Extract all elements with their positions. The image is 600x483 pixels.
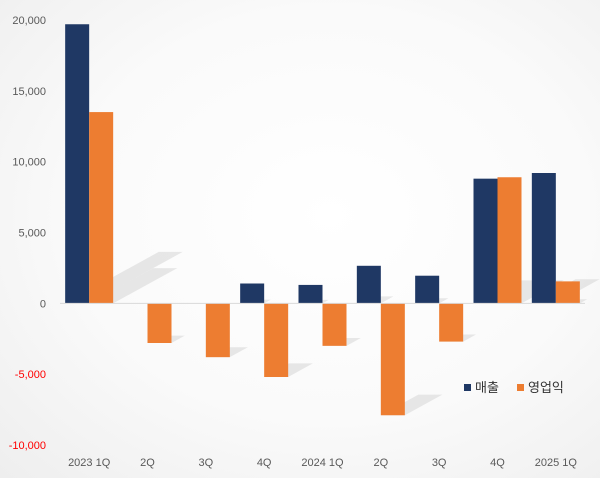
y-tick-label: -10,000 bbox=[9, 440, 46, 452]
bar-operating-profit bbox=[264, 303, 289, 377]
bar-operating-profit bbox=[322, 303, 347, 346]
bar-operating-profit bbox=[439, 303, 464, 342]
x-tick-label: 3Q bbox=[432, 457, 447, 469]
legend-label-operating-profit: 영업익 bbox=[528, 380, 564, 395]
y-tick-label: 15,000 bbox=[12, 86, 46, 98]
x-tick-label: 3Q bbox=[198, 457, 213, 469]
x-axis-ticks: 2023 1Q 2Q 3Q 4Q 2024 1Q 2Q 3Q 4Q 2025 1Q bbox=[68, 457, 577, 469]
bar-operating-profit bbox=[555, 281, 580, 304]
bar-operating-profit bbox=[205, 303, 230, 358]
x-tick-label: 2024 1Q bbox=[301, 457, 344, 469]
legend: 매출 영업익 bbox=[464, 380, 564, 395]
bar-operating-profit bbox=[147, 303, 172, 343]
x-tick-label: 4Q bbox=[490, 457, 505, 469]
y-tick-label: 20,000 bbox=[12, 15, 46, 27]
bar-operating-profit bbox=[380, 303, 405, 416]
bar-sales bbox=[473, 178, 498, 304]
bar-sales bbox=[531, 173, 556, 304]
legend-swatch-sales bbox=[464, 384, 471, 391]
bar-sales bbox=[240, 283, 265, 304]
x-tick-label: 2Q bbox=[140, 457, 155, 469]
x-tick-label: 2025 1Q bbox=[535, 457, 578, 469]
y-tick-label: 5,000 bbox=[18, 228, 46, 240]
y-axis-ticks: 20,000 15,000 10,000 5,000 0 -5,000 -10,000 bbox=[9, 15, 46, 452]
x-tick-label: 2Q bbox=[373, 457, 388, 469]
bar-sales bbox=[298, 284, 323, 304]
bar-operating-profit bbox=[89, 112, 114, 304]
legend-label-sales: 매출 bbox=[475, 380, 499, 395]
y-tick-label: 10,000 bbox=[12, 157, 46, 169]
y-tick-label: 0 bbox=[40, 298, 46, 310]
x-tick-label: 2023 1Q bbox=[68, 457, 111, 469]
legend-swatch-operating-profit bbox=[517, 384, 524, 391]
bar-sales bbox=[65, 24, 90, 304]
bar-operating-profit bbox=[497, 177, 522, 304]
bars-group bbox=[65, 24, 580, 416]
y-tick-label: -5,000 bbox=[15, 369, 46, 381]
x-tick-label: 4Q bbox=[257, 457, 272, 469]
bar-sales bbox=[415, 275, 440, 304]
bar-sales bbox=[356, 265, 381, 304]
